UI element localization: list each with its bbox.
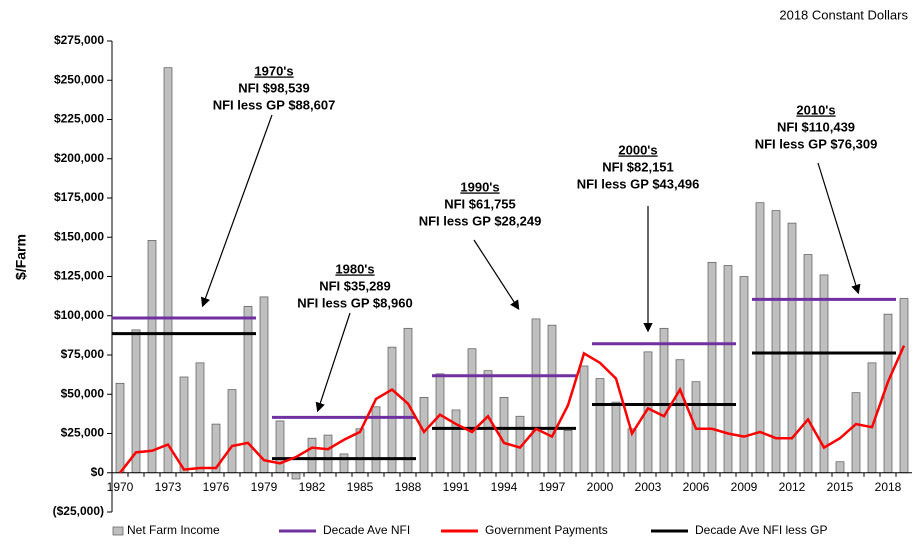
- bar: [899, 298, 909, 474]
- bar: [499, 397, 509, 474]
- bar: [835, 461, 845, 474]
- bar: [467, 348, 477, 474]
- annotation: 1970's: [254, 63, 293, 78]
- x-tick-label: 2006: [683, 480, 710, 494]
- annotation: NFI less GP $8,960: [297, 295, 412, 310]
- annotation: 1980's: [335, 261, 374, 276]
- bar: [163, 67, 173, 474]
- bar: [611, 401, 621, 474]
- bar: [547, 324, 557, 474]
- bar: [435, 373, 445, 474]
- bar: [563, 430, 573, 474]
- bar: [771, 210, 781, 474]
- bar: [739, 276, 749, 474]
- x-tick-label: 1985: [347, 480, 374, 494]
- y-tick-label: $225,000: [54, 112, 104, 126]
- line: [119, 345, 906, 474]
- annotation-arrow: [200, 114, 273, 308]
- bar: [275, 420, 285, 474]
- annotation: NFI $110,439: [777, 119, 855, 134]
- x-tick-label: 1994: [491, 480, 518, 494]
- y-tick-label: $25,000: [61, 426, 105, 440]
- x-tick-label: 1997: [539, 480, 566, 494]
- bar: [115, 382, 125, 474]
- bar: [851, 392, 861, 474]
- bar: [355, 428, 365, 474]
- bar: [883, 313, 893, 474]
- annotation: NFI less GP $88,607: [213, 97, 336, 112]
- annotation: NFI less GP $28,249: [419, 213, 542, 228]
- bar: [195, 362, 205, 474]
- bar: [531, 318, 541, 474]
- legend-label: Net Farm Income: [127, 523, 220, 537]
- y-tick-label: $125,000: [54, 269, 104, 283]
- annotation: 1990's: [460, 179, 499, 194]
- x-tick-label: 1970: [107, 480, 134, 494]
- x-tick-label: 1976: [203, 480, 230, 494]
- y-tick-label: $150,000: [54, 229, 104, 243]
- bar: [307, 437, 317, 474]
- bar: [339, 453, 349, 474]
- x-tick-label: 2000: [587, 480, 614, 494]
- annotation-arrow: [473, 239, 520, 311]
- bar: [579, 365, 589, 474]
- bar: [291, 472, 301, 480]
- y-axis-label: $/Farm: [13, 234, 29, 280]
- y-tick-label: $100,000: [54, 308, 104, 322]
- bar: [243, 305, 253, 474]
- bar: [803, 254, 813, 474]
- annotation-arrow: [315, 312, 351, 413]
- annotation: NFI $35,289: [319, 278, 391, 293]
- bar: [723, 265, 733, 474]
- annotation: NFI less GP $43,496: [577, 176, 700, 191]
- annotation: NFI less GP $76,309: [755, 136, 878, 151]
- y-tick-label: $0: [91, 465, 105, 479]
- bar: [147, 240, 157, 474]
- bar: [419, 397, 429, 474]
- x-tick-label: 1991: [443, 480, 470, 494]
- x-tick-label: 2012: [779, 480, 806, 494]
- legend-swatch: [112, 526, 124, 536]
- legend-label: Decade Ave NFI less GP: [695, 523, 828, 537]
- x-tick-label: 1973: [155, 480, 182, 494]
- x-tick-label: 1988: [395, 480, 422, 494]
- y-tick-label: ($25,000): [53, 504, 104, 518]
- y-tick-label: $75,000: [61, 347, 105, 361]
- bar: [595, 378, 605, 474]
- annotation: NFI $61,755: [444, 196, 516, 211]
- y-tick-label: $250,000: [54, 72, 104, 86]
- x-tick-label: 1979: [251, 480, 278, 494]
- annotation: NFI $82,151: [602, 159, 674, 174]
- bar: [659, 327, 669, 474]
- x-tick-label: 1982: [299, 480, 326, 494]
- x-tick-label: 2009: [731, 480, 758, 494]
- bar: [227, 389, 237, 474]
- legend-label: Decade Ave NFI: [323, 523, 410, 537]
- bar: [707, 262, 717, 474]
- annotation: NFI $98,539: [238, 80, 310, 95]
- x-tick-label: 2018: [875, 480, 902, 494]
- bar: [259, 296, 269, 474]
- chart-title: 2018 Constant Dollars: [779, 7, 908, 22]
- bar: [451, 409, 461, 474]
- legend-label: Government Payments: [485, 523, 608, 537]
- bar: [387, 346, 397, 474]
- x-tick-label: 2003: [635, 480, 662, 494]
- bar: [179, 376, 189, 474]
- bar: [323, 434, 333, 474]
- annotation: 2000's: [618, 142, 657, 157]
- y-tick-label: $275,000: [54, 33, 104, 47]
- annotation: 2010's: [796, 102, 835, 117]
- bar: [675, 359, 685, 474]
- annotation-arrow: [817, 162, 861, 295]
- y-tick-label: $175,000: [54, 190, 104, 204]
- y-tick-label: $200,000: [54, 151, 104, 165]
- y-tick-label: $50,000: [61, 386, 105, 400]
- x-tick-label: 2015: [827, 480, 854, 494]
